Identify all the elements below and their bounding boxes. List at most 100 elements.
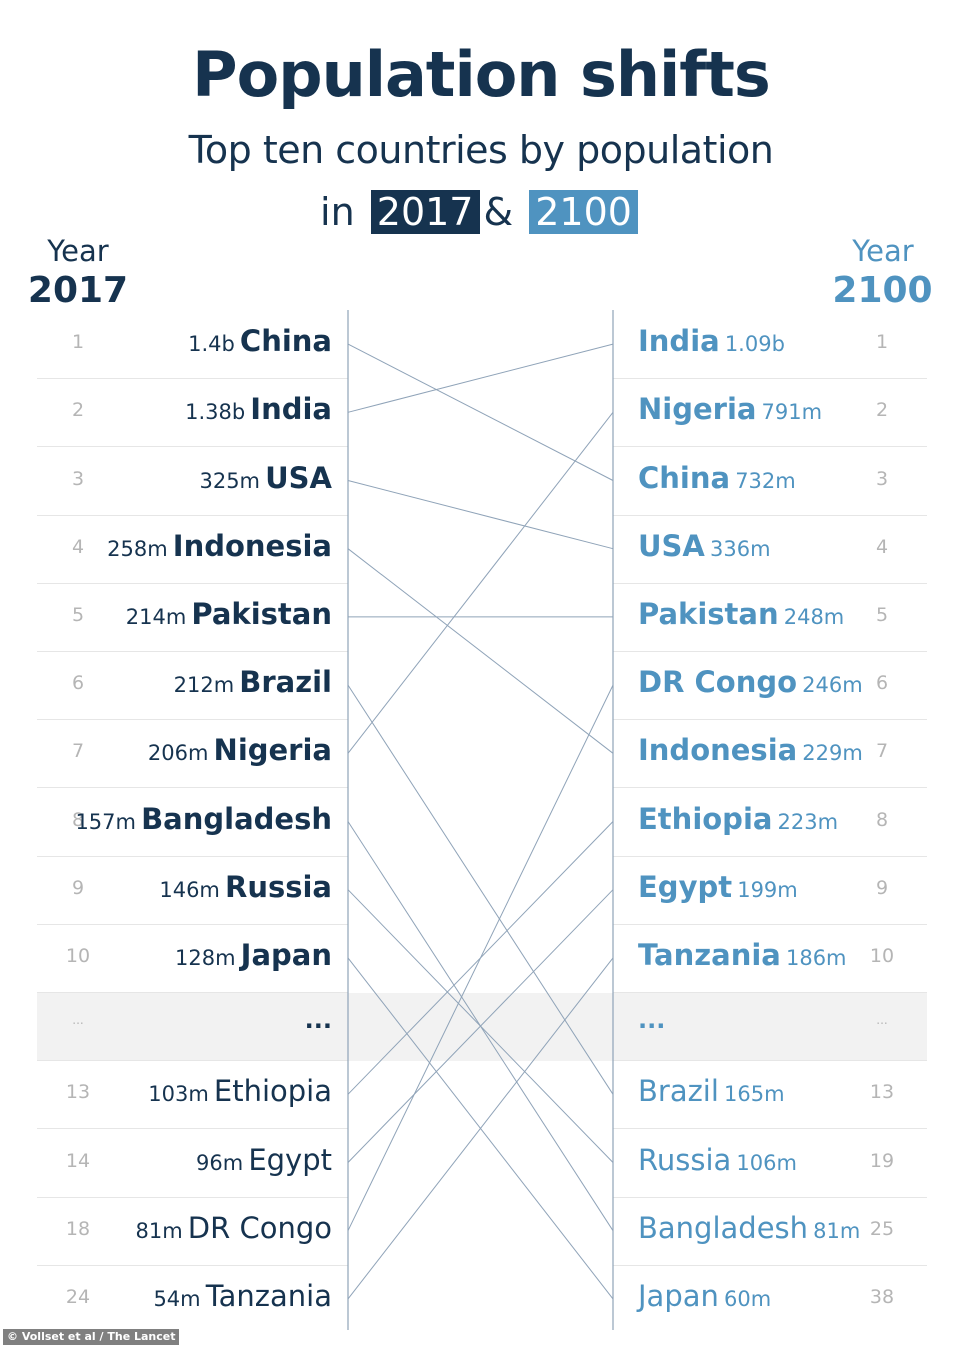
- right-entry: Japan 60m: [638, 1279, 771, 1313]
- left-value: 325m: [199, 468, 261, 493]
- right-value: 229m: [802, 741, 863, 766]
- right-entry: DR Congo 246m: [638, 665, 863, 699]
- row-separator: [613, 1265, 927, 1266]
- left-rank: 6: [71, 672, 85, 695]
- row-separator: [37, 992, 348, 993]
- right-rank: 8: [875, 808, 889, 831]
- right-country: Egypt: [638, 869, 733, 904]
- left-entry: 128m Japan: [175, 938, 332, 972]
- right-value: 246m: [802, 673, 863, 698]
- right-entry: Ethiopia 223m: [638, 802, 838, 836]
- right-country: Japan: [638, 1278, 719, 1313]
- row-separator: [37, 651, 348, 652]
- left-country: Pakistan: [191, 596, 332, 631]
- row-separator: [613, 1197, 927, 1198]
- row-separator: [37, 924, 348, 925]
- connector-line-egypt: [347, 889, 614, 1163]
- row-separator: [37, 719, 348, 720]
- right-entry: Brazil 165m: [638, 1074, 785, 1108]
- row-separator: [613, 1128, 927, 1129]
- right-country: India: [638, 324, 720, 359]
- left-entry: 146m Russia: [159, 870, 332, 904]
- right-country: Pakistan: [638, 596, 779, 631]
- right-country: Ethiopia: [638, 801, 773, 836]
- left-value: 258m: [107, 536, 168, 561]
- left-value: 146m: [159, 877, 220, 902]
- left-country: Tanzania: [205, 1278, 332, 1313]
- row-separator: [37, 378, 348, 379]
- left-entry: 206m Nigeria: [148, 733, 332, 767]
- left-rank: 9: [71, 876, 85, 899]
- left-entry: 54m Tanzania: [153, 1279, 332, 1313]
- right-entry: Russia 106m: [638, 1143, 797, 1177]
- right-value: 732m: [735, 468, 796, 493]
- connector-line-brazil: [347, 684, 614, 1095]
- right-rank: 2: [875, 399, 889, 422]
- right-value: 186m: [785, 945, 847, 970]
- right-value: 248m: [783, 604, 845, 629]
- left-country: Nigeria: [213, 733, 332, 768]
- year-badge-2100: 2100: [529, 190, 638, 234]
- left-rank: 8: [71, 808, 85, 831]
- left-country: Japan: [240, 937, 332, 972]
- row-separator: [37, 515, 348, 516]
- right-country: Brazil: [638, 1074, 719, 1109]
- left-entry: ...: [305, 1006, 332, 1034]
- right-entry: Bangladesh 81m: [638, 1211, 860, 1245]
- right-year-label: Year: [852, 234, 914, 268]
- left-entry: 1.4b China: [188, 324, 332, 358]
- right-value: 223m: [777, 809, 839, 834]
- row-separator: [613, 924, 927, 925]
- connector-line-china: [347, 343, 614, 481]
- right-rank: 9: [875, 876, 889, 899]
- row-separator: [613, 651, 927, 652]
- row-separator: [613, 719, 927, 720]
- right-rank: 19: [869, 1149, 895, 1172]
- right-rank: 25: [869, 1217, 895, 1240]
- row-separator: [37, 1060, 348, 1061]
- left-year-value: 2017: [27, 270, 129, 311]
- right-rank: ...: [876, 1013, 888, 1028]
- left-entry: 96m Egypt: [196, 1143, 332, 1177]
- left-entry: 212m Brazil: [174, 665, 332, 699]
- right-value: 81m: [813, 1218, 861, 1243]
- left-rank: 4: [71, 535, 85, 558]
- row-separator: [613, 1060, 927, 1061]
- left-country: Egypt: [248, 1142, 332, 1177]
- left-value: 96m: [196, 1150, 244, 1175]
- credit-label: © Vollset et al / The Lancet: [3, 1329, 180, 1345]
- left-rank: 18: [65, 1217, 91, 1240]
- row-separator: [613, 515, 927, 516]
- right-rank: 38: [869, 1285, 895, 1308]
- left-entry: 325m USA: [199, 461, 332, 495]
- year-line: in 2017 & 2100: [0, 190, 962, 234]
- left-country: Brazil: [239, 665, 332, 700]
- right-entry: ...: [638, 1006, 665, 1034]
- row-separator: [613, 856, 927, 857]
- left-country: India: [250, 392, 332, 427]
- right-entry: Tanzania 186m: [638, 938, 847, 972]
- right-entry: Indonesia 229m: [638, 733, 863, 767]
- left-entry: 1.38b India: [185, 392, 332, 426]
- right-entry: China 732m: [638, 461, 796, 495]
- left-rank: 5: [71, 603, 85, 626]
- right-rank: 1: [875, 331, 889, 354]
- right-country: Indonesia: [638, 733, 798, 768]
- right-value: 106m: [736, 1150, 797, 1175]
- year-line-prefix: in: [320, 190, 355, 234]
- right-value: 60m: [723, 1286, 772, 1311]
- row-separator: [613, 992, 927, 993]
- left-country: USA: [265, 460, 332, 495]
- chart-subtitle: Top ten countries by population: [188, 128, 774, 172]
- right-rank: 10: [869, 944, 895, 967]
- right-country: DR Congo: [638, 665, 798, 700]
- right-value: 336m: [709, 536, 771, 561]
- right-country: USA: [638, 528, 705, 563]
- left-rank: 24: [65, 1285, 91, 1308]
- row-separator: [613, 446, 927, 447]
- right-value: 165m: [724, 1082, 785, 1107]
- row-separator: [37, 1265, 348, 1266]
- left-country: Bangladesh: [141, 801, 332, 836]
- connector-line-indonesia: [347, 548, 614, 754]
